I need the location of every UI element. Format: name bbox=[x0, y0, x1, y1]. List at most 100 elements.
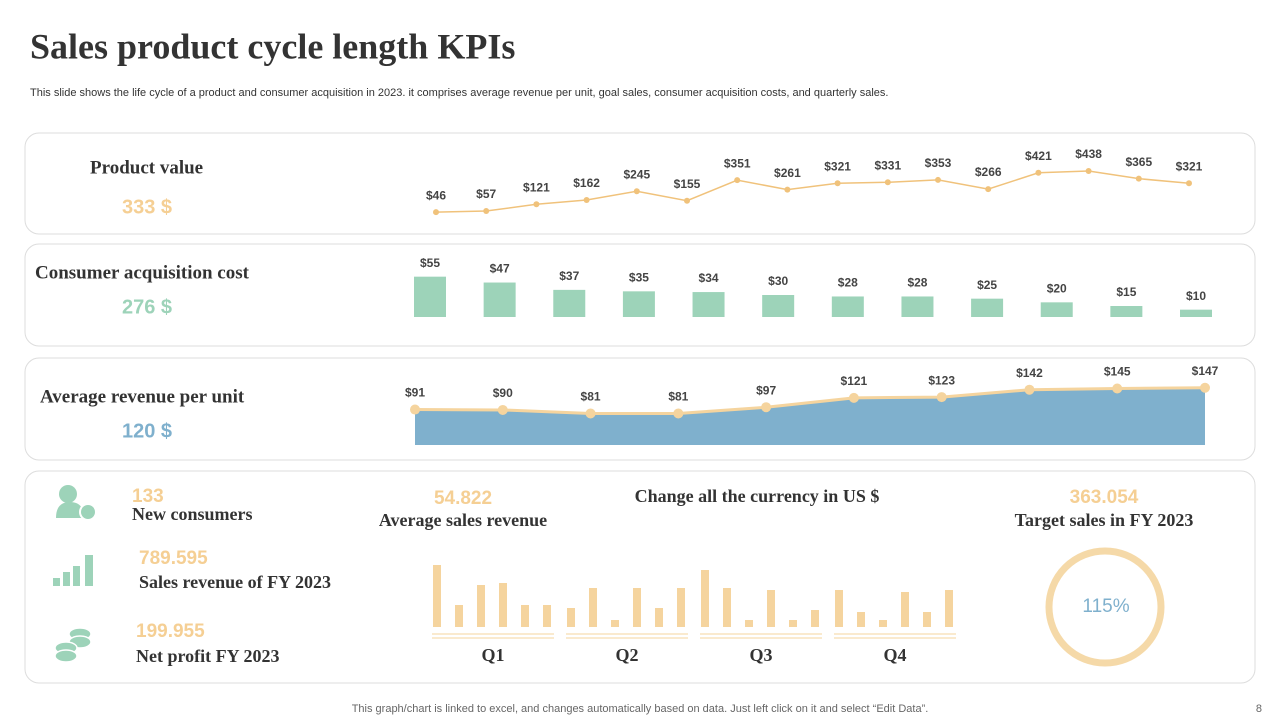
point bbox=[673, 408, 684, 419]
bar bbox=[767, 590, 775, 627]
data-label: $155 bbox=[674, 177, 701, 191]
line bbox=[435, 170, 1190, 213]
ring bbox=[1045, 547, 1165, 667]
bar bbox=[923, 612, 931, 627]
data-label: $35 bbox=[629, 271, 649, 285]
point bbox=[497, 404, 508, 415]
point bbox=[985, 186, 992, 193]
kpi-label: Target sales in FY 2023 bbox=[1015, 510, 1194, 530]
kpi-label: Net profit FY 2023 bbox=[136, 646, 279, 666]
data-label: $34 bbox=[699, 271, 719, 285]
bar bbox=[483, 282, 516, 317]
point bbox=[433, 209, 439, 216]
point bbox=[585, 408, 596, 419]
data-label: $57 bbox=[476, 187, 496, 201]
data-label: $90 bbox=[493, 386, 513, 400]
data-label: $321 bbox=[824, 159, 851, 173]
bar bbox=[901, 296, 934, 317]
point bbox=[1112, 383, 1123, 394]
bar bbox=[692, 292, 725, 317]
category-label: Q4 bbox=[883, 645, 906, 665]
point bbox=[583, 196, 590, 203]
point bbox=[1135, 175, 1142, 182]
bar bbox=[879, 620, 887, 627]
data-label: $121 bbox=[841, 374, 868, 388]
data-label: $47 bbox=[490, 262, 510, 276]
bar bbox=[1110, 306, 1143, 317]
kpi-label: Average sales revenue bbox=[379, 510, 547, 530]
point bbox=[1035, 169, 1042, 176]
chart-icon bbox=[53, 555, 93, 586]
data-label: $91 bbox=[405, 386, 425, 400]
kpi-label: New consumers bbox=[132, 504, 252, 524]
kpi-value: 54.822 bbox=[434, 488, 492, 509]
bar bbox=[455, 605, 463, 627]
data-label: $261 bbox=[774, 166, 801, 180]
data-label: $266 bbox=[975, 165, 1002, 179]
kpi-value: 363.054 bbox=[1070, 487, 1139, 508]
point bbox=[410, 404, 420, 415]
point bbox=[935, 176, 941, 183]
point bbox=[734, 177, 741, 184]
bar bbox=[433, 565, 441, 627]
point bbox=[784, 186, 791, 193]
bar bbox=[567, 608, 575, 627]
bar bbox=[789, 620, 797, 627]
page-number: 8 bbox=[1256, 703, 1262, 715]
panel-label: Product value bbox=[90, 157, 203, 178]
point bbox=[633, 188, 640, 195]
bar bbox=[723, 588, 731, 627]
bar bbox=[611, 620, 619, 627]
bar bbox=[1040, 302, 1073, 317]
data-label: $351 bbox=[724, 156, 751, 170]
footer: This graph/chart is linked to excel, and… bbox=[352, 703, 929, 715]
data-label: $28 bbox=[838, 276, 858, 290]
consumer-icon bbox=[56, 485, 97, 521]
data-label: $421 bbox=[1025, 149, 1052, 163]
point bbox=[1200, 382, 1210, 393]
bar bbox=[477, 585, 485, 627]
bar bbox=[633, 588, 641, 627]
data-label: $145 bbox=[1104, 365, 1131, 379]
point bbox=[483, 208, 490, 215]
bar bbox=[835, 590, 843, 627]
data-label: $147 bbox=[1192, 364, 1219, 378]
point bbox=[936, 392, 947, 403]
data-label: $20 bbox=[1047, 282, 1067, 296]
point bbox=[1186, 180, 1192, 187]
bar bbox=[543, 605, 551, 627]
panel bbox=[24, 132, 1256, 235]
panel bbox=[24, 243, 1256, 347]
data-label: $321 bbox=[1176, 159, 1203, 173]
data-label: $162 bbox=[573, 176, 600, 190]
line bbox=[414, 386, 1206, 415]
kpi-label: Sales revenue of FY 2023 bbox=[139, 572, 331, 592]
data-label: $25 bbox=[977, 278, 997, 292]
point bbox=[884, 179, 891, 186]
point bbox=[848, 392, 859, 403]
data-label: $142 bbox=[1016, 366, 1043, 380]
bar bbox=[414, 276, 446, 317]
data-label: $15 bbox=[1116, 285, 1136, 299]
category-label: Q2 bbox=[615, 645, 638, 665]
data-label: $123 bbox=[928, 373, 955, 387]
data-label: $55 bbox=[420, 256, 440, 270]
bar bbox=[521, 605, 529, 627]
panel bbox=[24, 357, 1256, 461]
data-label: $81 bbox=[581, 390, 601, 404]
point bbox=[533, 201, 540, 208]
data-label: $81 bbox=[668, 390, 688, 404]
bar bbox=[655, 608, 663, 627]
point bbox=[834, 180, 841, 187]
data-label: $245 bbox=[623, 167, 650, 181]
category-label: Q3 bbox=[749, 645, 772, 665]
panel bbox=[24, 470, 1256, 684]
bar bbox=[901, 592, 909, 627]
bar bbox=[589, 588, 597, 627]
panel-value: 333 $ bbox=[122, 196, 172, 218]
category-label: Q1 bbox=[481, 645, 504, 665]
panel-label: Average revenue per unit bbox=[40, 386, 245, 407]
data-label: $331 bbox=[874, 158, 901, 172]
bar bbox=[499, 583, 507, 627]
